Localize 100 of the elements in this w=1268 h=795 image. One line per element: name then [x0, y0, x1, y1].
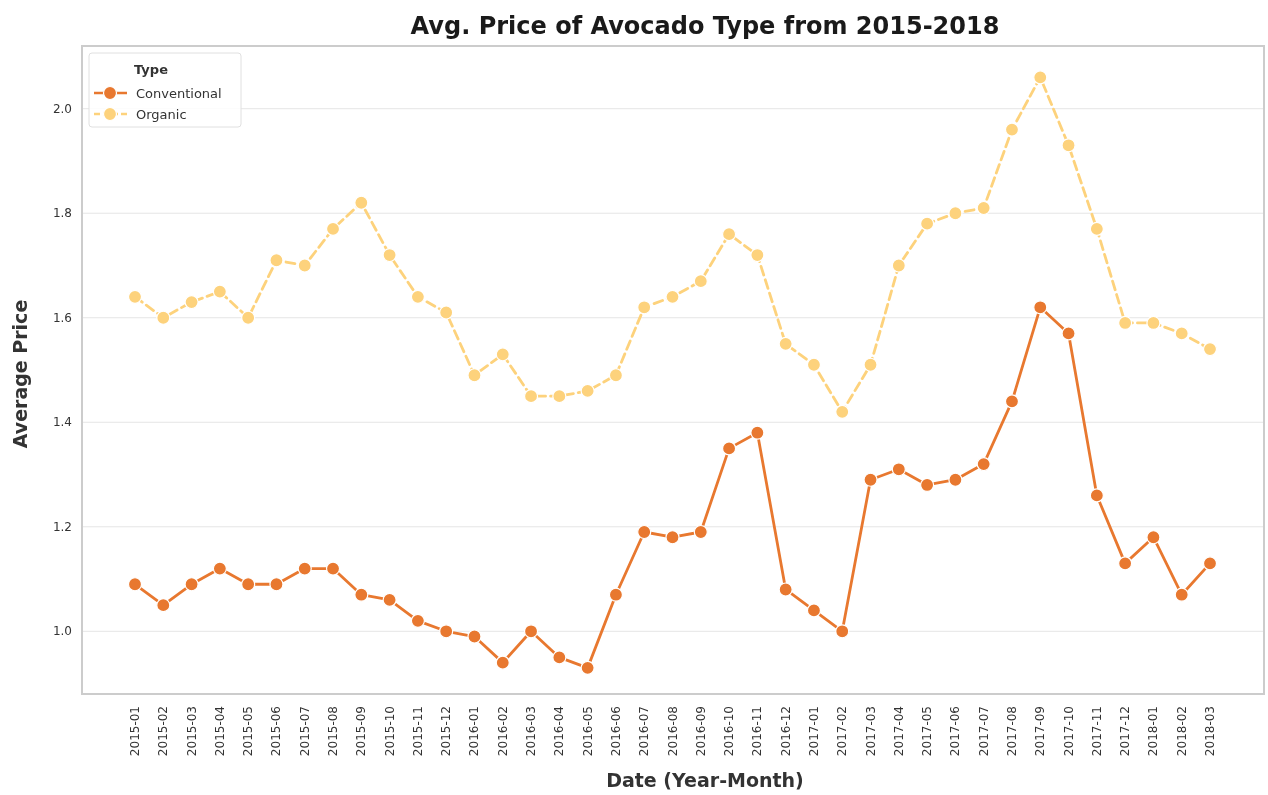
point: [467, 629, 482, 644]
point: [1146, 530, 1161, 545]
x-tick-label: 2015-06: [269, 706, 284, 757]
point: [1202, 342, 1218, 357]
point: [523, 624, 539, 639]
y-tick-label: 1.4: [52, 415, 72, 430]
point: [1146, 315, 1161, 331]
point: [127, 289, 143, 304]
y-tick-label: 1.6: [52, 310, 72, 325]
point: [778, 582, 793, 597]
point: [580, 660, 595, 675]
point: [1033, 70, 1048, 85]
x-tick-label: 2016-08: [665, 706, 680, 757]
point: [891, 258, 906, 273]
point: [212, 284, 227, 299]
point: [439, 305, 454, 320]
point: [721, 227, 737, 242]
x-tick-label: 2015-02: [156, 706, 171, 757]
point: [439, 624, 454, 639]
x-tick-label: 2017-04: [891, 706, 906, 757]
point: [1061, 326, 1076, 341]
point: [1089, 488, 1104, 503]
x-tick-label: 2016-03: [524, 706, 539, 757]
point: [241, 310, 256, 325]
point: [269, 253, 284, 268]
point: [410, 289, 425, 304]
x-tick-label: 2017-08: [1004, 706, 1019, 757]
point: [212, 561, 227, 576]
x-tick-label: 2017-12: [1118, 706, 1133, 757]
y-tick-label: 1.8: [52, 206, 72, 221]
point: [382, 592, 397, 608]
point: [523, 389, 539, 404]
point: [580, 383, 595, 398]
point: [495, 655, 510, 670]
point: [948, 206, 963, 221]
point: [552, 389, 567, 404]
x-tick-label: 2015-04: [212, 706, 227, 757]
point: [325, 561, 341, 576]
x-tick-label: 2016-12: [778, 706, 793, 757]
point: [920, 477, 935, 493]
point: [693, 274, 708, 289]
point: [920, 216, 935, 231]
point: [778, 336, 793, 351]
x-tick-label: 2018-01: [1146, 706, 1161, 757]
x-tick-label: 2015-07: [297, 706, 312, 757]
x-tick-label: 2016-04: [552, 706, 567, 757]
x-tick-label: 2015-03: [184, 706, 199, 757]
chart-title: Avg. Price of Avocado Type from 2015-2018: [410, 12, 1000, 40]
x-tick-label: 2015-01: [128, 706, 142, 757]
point: [608, 368, 624, 383]
point: [184, 294, 199, 310]
point: [184, 577, 199, 592]
point: [156, 310, 171, 325]
point: [156, 598, 171, 613]
point: [1089, 221, 1104, 236]
y-axis-title: Average Price: [9, 299, 31, 449]
point: [1202, 556, 1218, 571]
point: [354, 587, 369, 602]
point: [693, 524, 708, 540]
x-axis-title: Date (Year-Month): [606, 769, 804, 791]
point: [948, 472, 963, 487]
point: [891, 462, 906, 477]
point: [1033, 300, 1048, 315]
point: [608, 587, 624, 602]
point: [835, 404, 850, 419]
point: [637, 300, 652, 315]
point: [806, 603, 822, 618]
point: [467, 368, 482, 383]
point: [637, 524, 652, 540]
x-tick-label: 2018-02: [1174, 706, 1189, 757]
x-tick-label: 2017-02: [835, 706, 850, 757]
point: [976, 456, 991, 472]
y-tick-label: 1.2: [52, 519, 72, 534]
point: [721, 441, 737, 456]
point: [750, 247, 765, 263]
x-tick-label: 2017-05: [920, 706, 935, 757]
x-tick-label: 2015-11: [410, 706, 425, 757]
point: [665, 289, 680, 304]
x-tick-label: 2016-02: [495, 706, 510, 757]
x-tick-label: 2017-10: [1061, 706, 1076, 757]
x-tick-label: 2016-07: [637, 706, 652, 757]
point: [297, 561, 312, 576]
point: [1004, 122, 1020, 137]
point: [1004, 394, 1020, 409]
y-tick-label: 2.0: [52, 101, 72, 116]
point: [863, 472, 878, 487]
point: [382, 247, 397, 263]
x-tick-label: 2016-09: [693, 706, 708, 757]
x-tick-label: 2016-11: [750, 706, 765, 757]
point: [410, 613, 425, 628]
x-tick-label: 2017-07: [976, 706, 991, 757]
point: [269, 577, 284, 592]
x-tick-label: 2016-05: [580, 706, 595, 757]
point: [1061, 138, 1076, 153]
x-tick-label: 2016-01: [467, 706, 482, 757]
point: [495, 347, 510, 362]
point: [863, 357, 878, 372]
point: [354, 195, 369, 210]
x-tick-label: 2015-10: [382, 706, 397, 757]
x-tick-label: 2015-09: [354, 706, 369, 757]
